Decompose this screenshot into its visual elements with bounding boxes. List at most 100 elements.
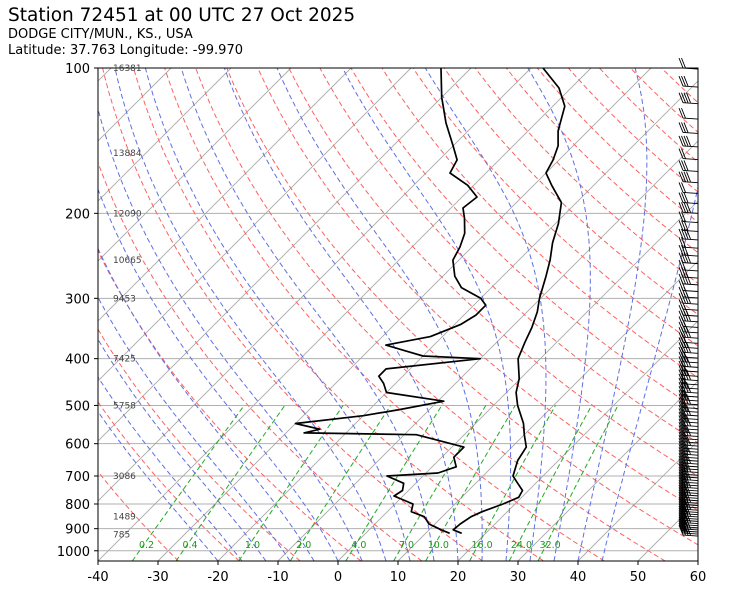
barb-shaft xyxy=(682,532,699,535)
barb-feather xyxy=(683,356,689,367)
barb-feather xyxy=(686,310,691,322)
barb-feather xyxy=(678,393,684,404)
barb-feather xyxy=(686,356,691,367)
barb-feather xyxy=(683,293,689,304)
barb-feather xyxy=(686,393,691,404)
wind-barb xyxy=(678,182,699,194)
profile-line xyxy=(294,68,487,535)
isotherm-line xyxy=(517,380,698,561)
barb-feather xyxy=(681,508,686,519)
barb-shaft xyxy=(682,365,699,368)
wind-barb xyxy=(678,259,699,272)
moist-adiabat xyxy=(223,68,459,561)
barb-shaft xyxy=(682,202,699,205)
barb-feather xyxy=(683,404,689,416)
barb-feather xyxy=(681,514,686,525)
barb-feather xyxy=(683,244,689,256)
barb-feather xyxy=(686,452,691,464)
y-tick-label: 800 xyxy=(65,498,90,513)
barb-feather xyxy=(678,360,684,372)
barb-feather xyxy=(683,381,689,393)
barb-shaft xyxy=(682,511,699,513)
barb-feather xyxy=(681,135,686,147)
isotherm-line xyxy=(457,320,698,561)
dry-adiabat xyxy=(474,68,698,284)
barb-feather xyxy=(681,389,686,401)
barb-shaft xyxy=(682,85,699,88)
barb-feather xyxy=(681,122,686,133)
barb-shaft xyxy=(682,387,699,390)
isotherm-line xyxy=(98,68,292,262)
barb-feather xyxy=(686,135,691,147)
barb-feather xyxy=(686,171,691,182)
barb-feather xyxy=(686,518,691,530)
wind-barbs xyxy=(678,57,699,537)
x-tick-label: 10 xyxy=(390,570,407,585)
barb-shaft xyxy=(682,336,699,339)
dry-adiabat xyxy=(102,68,483,561)
barb-feather xyxy=(678,244,684,256)
wind-barb xyxy=(678,524,699,537)
isotherm-line xyxy=(277,140,698,561)
wind-barb xyxy=(678,236,699,249)
barb-feather xyxy=(681,310,686,322)
barb-feather xyxy=(683,171,689,182)
barb-feather xyxy=(681,520,686,532)
x-tick-label: 40 xyxy=(570,570,587,585)
station-name: DODGE CITY/MUN., KS., USA xyxy=(8,27,193,42)
barb-feather xyxy=(683,522,689,534)
barb-feather xyxy=(681,385,686,397)
isotherm-line xyxy=(98,68,412,382)
barb-shaft xyxy=(682,325,699,328)
barb-shaft xyxy=(682,534,699,537)
barb-feather xyxy=(678,202,684,213)
barb-feather xyxy=(683,351,689,362)
barb-feather xyxy=(683,369,689,380)
moist-adiabat xyxy=(98,247,315,561)
barb-feather xyxy=(686,498,691,510)
barb-feather xyxy=(683,310,689,322)
barb-feather xyxy=(686,484,691,496)
mixing-ratio-line xyxy=(238,405,344,561)
dry-adiabat xyxy=(226,68,698,546)
barb-feather xyxy=(678,107,684,119)
dry-adiabat xyxy=(350,68,698,411)
barb-feather xyxy=(683,434,689,446)
dry-adiabat xyxy=(164,68,605,561)
barb-feather xyxy=(678,122,684,133)
mixing-ratio-label: 7.0 xyxy=(399,540,414,551)
barb-shaft xyxy=(682,517,699,520)
barb-feather xyxy=(686,477,691,488)
barb-feather xyxy=(678,220,684,231)
barb-feather xyxy=(678,75,684,87)
barb-feather xyxy=(683,273,689,285)
barb-shaft xyxy=(682,524,699,527)
barb-feather xyxy=(686,381,691,393)
barb-shaft xyxy=(682,496,699,499)
wind-barb xyxy=(678,220,699,232)
barb-feather xyxy=(683,444,689,455)
barb-feather xyxy=(681,192,686,203)
wind-barb xyxy=(678,381,699,394)
isotherm-line xyxy=(98,68,472,442)
barb-shaft xyxy=(682,145,699,148)
height-label: 7425 xyxy=(113,355,136,365)
wind-barb xyxy=(678,304,699,317)
barb-feather xyxy=(683,401,689,412)
barb-shaft xyxy=(682,473,699,476)
barb-feather xyxy=(683,425,689,436)
barb-feather xyxy=(686,369,691,380)
barb-feather xyxy=(681,524,686,536)
barb-feather xyxy=(686,434,691,446)
dry-adiabat xyxy=(568,68,698,193)
barb-feather xyxy=(681,522,686,534)
profile-lines xyxy=(294,68,566,535)
isotherm-line xyxy=(98,68,352,322)
dry-adiabat xyxy=(599,68,698,163)
barb-feather xyxy=(681,342,686,353)
barb-feather xyxy=(683,422,689,433)
isotherm-line xyxy=(217,80,698,561)
barb-shaft xyxy=(682,476,699,479)
barb-feather xyxy=(686,505,691,517)
